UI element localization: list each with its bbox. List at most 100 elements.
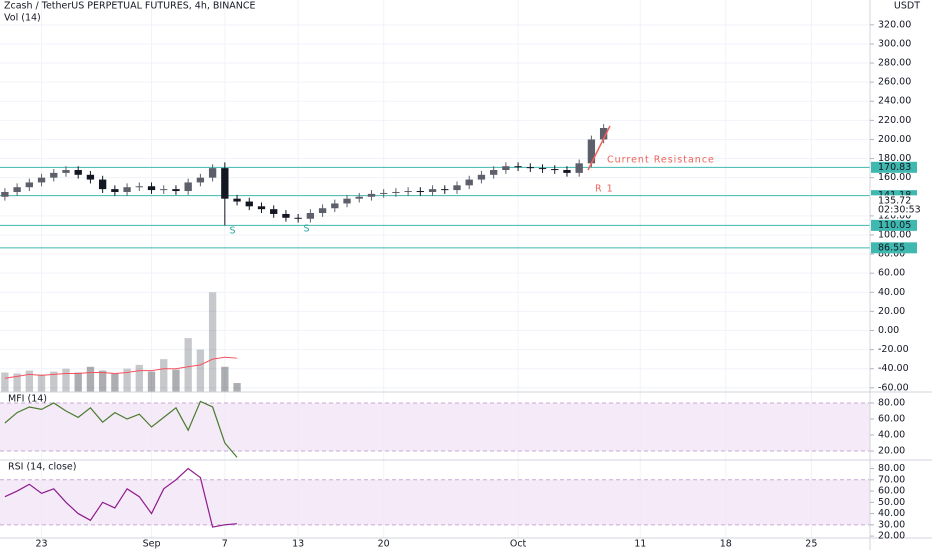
x-tick-label: 18 [720, 539, 732, 550]
candle-body [367, 193, 376, 197]
candle-body [563, 170, 571, 173]
candle-body [441, 189, 449, 191]
volume-bar [37, 374, 46, 392]
volume-bar [123, 368, 131, 392]
plot-area [0, 0, 870, 538]
candle-body [599, 127, 608, 140]
candle-body [428, 189, 437, 192]
x-tick-label: 20 [378, 539, 390, 550]
x-tick-label: 11 [634, 539, 646, 550]
candle-body [111, 189, 119, 192]
x-tick-label: 25 [805, 539, 817, 550]
annotation: R 1 [595, 184, 614, 195]
pane-title: MFI (14) [8, 394, 47, 405]
x-tick-label: Sep [143, 539, 161, 550]
candle-body [160, 189, 168, 191]
unit-label: USDT [894, 1, 920, 12]
y-tick-label: 30.00 [878, 519, 905, 530]
candle-body [526, 167, 534, 169]
y-tick-label: 70.00 [878, 474, 905, 485]
candle-body [196, 177, 205, 183]
volume-bar [13, 373, 21, 392]
y-tick-label: 160.00 [878, 172, 911, 183]
candle-body [208, 168, 217, 178]
countdown-label: 02:30:53 [878, 204, 921, 215]
candle-body [331, 203, 339, 209]
volume-bar [208, 292, 217, 392]
volume-bar [50, 371, 58, 392]
x-tick-label: 23 [35, 539, 47, 550]
chart-title: Zcash / TetherUS PERPETUAL FUTURES, 4h, … [4, 1, 256, 12]
indicator-line [4, 467, 238, 528]
candle-body [233, 198, 241, 202]
volume-bar [98, 370, 107, 392]
annotation: S [303, 224, 310, 235]
candle-body [575, 163, 583, 173]
y-tick-label: 220.00 [878, 115, 911, 126]
y-tick-label: 60.00 [878, 268, 905, 279]
volume-bar [196, 349, 205, 392]
y-tick-label: 200.00 [878, 134, 911, 145]
level-tag-label: 86.55 [878, 242, 905, 253]
candle-body [135, 186, 143, 188]
volume-bar [62, 368, 70, 392]
candle-body [343, 198, 351, 204]
volume-bar [25, 370, 33, 392]
level-tag [871, 242, 917, 254]
candle-body [318, 208, 327, 214]
volume-bar [147, 371, 156, 392]
y-tick-label: 0.00 [878, 325, 899, 336]
y-tick-label: 60.00 [878, 414, 905, 425]
candle-body [257, 206, 266, 210]
y-tick-label: 40.00 [878, 430, 905, 441]
y-tick-label: 50.00 [878, 497, 905, 508]
volume-label: Vol (14) [4, 13, 41, 24]
candle-body [37, 177, 46, 183]
y-tick-label: -40.00 [878, 363, 909, 374]
candle-body [551, 169, 559, 171]
candle-body [355, 196, 363, 199]
candle-body [538, 168, 547, 170]
candle-body [86, 174, 95, 180]
volume-bar [233, 383, 241, 392]
y-tick-label: 300.00 [878, 38, 911, 49]
y-tick-label: -60.00 [878, 382, 909, 393]
candle-body [50, 172, 58, 178]
candle-body [489, 170, 498, 175]
level-tag-label: 110.05 [878, 220, 911, 231]
y-tick-label: 80.00 [878, 249, 905, 260]
trend-line [587, 125, 611, 171]
y-tick-label: 20.00 [878, 446, 905, 457]
candle-body [380, 192, 388, 194]
y-tick-label: 40.00 [878, 287, 905, 298]
level-tag-label: 170.83 [878, 162, 911, 173]
candle-body [477, 174, 486, 180]
volume-bar [172, 369, 180, 392]
y-tick-label: 280.00 [878, 58, 911, 69]
y-tick-label: 80.00 [878, 398, 905, 409]
y-tick-label: 80.00 [878, 463, 905, 474]
volume-bar [74, 372, 82, 392]
x-tick-label: Oct [510, 539, 527, 550]
candle-body [74, 170, 82, 175]
y-tick-label: 60.00 [878, 486, 905, 497]
candle-body [221, 168, 229, 199]
candle-body [62, 170, 70, 173]
candle-body [98, 179, 107, 190]
candle-body [502, 166, 510, 171]
volume-bar [86, 366, 95, 392]
volume-bar [184, 338, 192, 392]
y-tick-label: 120.00 [878, 210, 911, 221]
candle-body [404, 191, 412, 193]
y-tick-label: 100.00 [878, 229, 911, 240]
y-tick-label: 180.00 [878, 153, 911, 164]
y-tick-label: 240.00 [878, 96, 911, 107]
candle-body [465, 179, 473, 186]
candle-body [1, 191, 9, 197]
candle-body [587, 139, 596, 164]
candle-body [172, 189, 180, 192]
candle-body [25, 182, 33, 188]
band [0, 479, 870, 525]
volume-ma [4, 356, 238, 379]
